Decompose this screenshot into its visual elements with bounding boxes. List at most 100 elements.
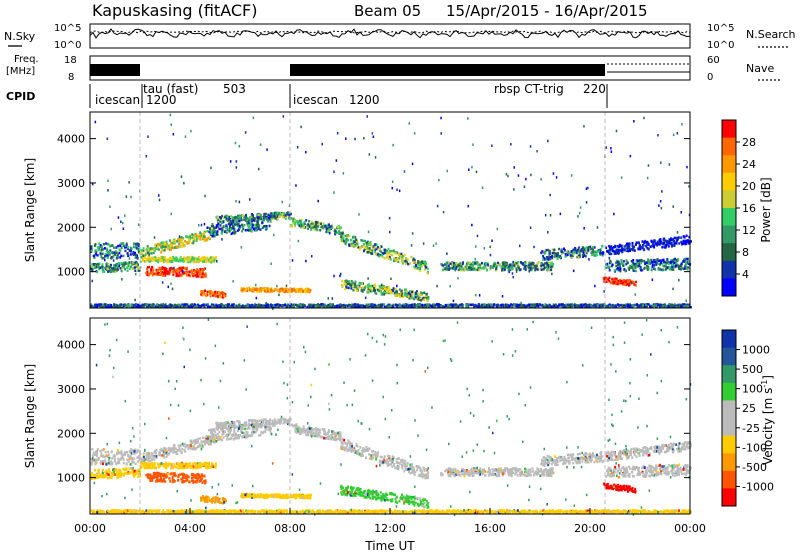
echo-point	[186, 236, 189, 239]
echo-point	[640, 303, 643, 306]
echo-point	[306, 290, 309, 293]
noise-point	[577, 215, 579, 218]
echo-point	[340, 235, 343, 238]
echo-point	[664, 264, 667, 268]
echo-point	[102, 305, 105, 308]
echo-point	[272, 216, 275, 220]
echo-point	[653, 264, 656, 267]
noise-point	[91, 182, 94, 186]
echo-point	[553, 248, 556, 252]
echo-point	[593, 254, 596, 257]
echo-point	[202, 233, 205, 236]
echo-point	[622, 260, 625, 263]
echo-point	[255, 229, 258, 232]
echo-point	[420, 291, 423, 294]
echo-point	[394, 252, 397, 255]
echo-point	[184, 257, 186, 260]
echo-point	[94, 266, 97, 269]
echo-point	[489, 305, 491, 309]
noise-point	[587, 186, 589, 190]
echo-point	[662, 260, 665, 264]
echo-point	[122, 254, 125, 258]
noise-point	[221, 238, 223, 241]
echo-point	[202, 303, 205, 307]
echo-point	[561, 252, 563, 255]
noise-point	[672, 287, 674, 291]
echo-point	[222, 220, 225, 224]
noise-point	[107, 179, 109, 182]
echo-point	[615, 305, 618, 309]
noise-point	[629, 154, 632, 158]
echo-point	[609, 281, 612, 284]
echo-point	[675, 262, 678, 265]
echo-point	[281, 303, 284, 307]
echo-point	[164, 259, 166, 262]
echo-point	[466, 263, 469, 267]
echo-point	[292, 221, 295, 225]
echo-point	[276, 211, 279, 215]
noise-point	[512, 260, 514, 264]
echo-point	[556, 253, 559, 257]
echo-point	[523, 305, 526, 309]
echo-point	[500, 303, 503, 307]
echo-point	[352, 303, 355, 306]
echo-point	[675, 258, 678, 262]
echo-point	[395, 292, 398, 296]
echo-point	[394, 258, 397, 261]
echo-point	[649, 305, 652, 308]
echo-point	[415, 265, 418, 269]
noise-point	[411, 232, 414, 235]
echo-point	[622, 306, 625, 309]
noise-point	[544, 213, 547, 217]
noise-point	[659, 268, 661, 271]
echo-point	[108, 243, 111, 247]
echo-point	[283, 303, 286, 307]
echo-point	[545, 248, 548, 252]
echo-point	[364, 246, 367, 249]
echo-point	[592, 246, 594, 249]
echo-point	[311, 222, 314, 225]
echo-point	[408, 297, 411, 300]
echo-point	[265, 217, 268, 220]
echo-point	[613, 280, 616, 283]
echo-point	[127, 264, 130, 268]
echo-point	[482, 267, 485, 270]
echo-point	[330, 227, 332, 230]
echo-point	[536, 266, 539, 270]
echo-point	[105, 242, 108, 245]
noise-point	[658, 204, 660, 207]
echo-point	[348, 244, 351, 247]
echo-point	[154, 305, 157, 308]
noise-point	[200, 223, 203, 227]
noise-point	[391, 186, 393, 190]
echo-point	[489, 267, 492, 271]
echo-point	[262, 217, 265, 220]
noise-point	[519, 244, 521, 248]
echo-point	[146, 305, 149, 308]
power-ytick-label-1: 2000	[57, 221, 85, 234]
echo-point	[401, 258, 404, 261]
echo-point	[165, 305, 168, 308]
echo-point	[359, 246, 362, 249]
echo-point	[255, 304, 258, 307]
echo-point	[548, 305, 551, 308]
echo-point	[150, 272, 153, 275]
noise-point	[118, 264, 120, 268]
echo-point	[228, 218, 230, 221]
echo-point	[441, 305, 444, 308]
echo-point	[608, 269, 611, 272]
echo-point	[670, 237, 672, 240]
echo-point	[241, 214, 244, 217]
noise-point	[676, 132, 679, 135]
echo-point	[258, 224, 261, 227]
echo-point	[151, 303, 154, 306]
noise-point	[300, 125, 302, 129]
echo-point	[92, 254, 95, 258]
echo-point	[675, 237, 678, 240]
echo-point	[201, 293, 204, 297]
echo-point	[155, 259, 158, 262]
echo-point	[509, 268, 512, 271]
echo-point	[291, 305, 293, 308]
echo-point	[211, 222, 214, 226]
